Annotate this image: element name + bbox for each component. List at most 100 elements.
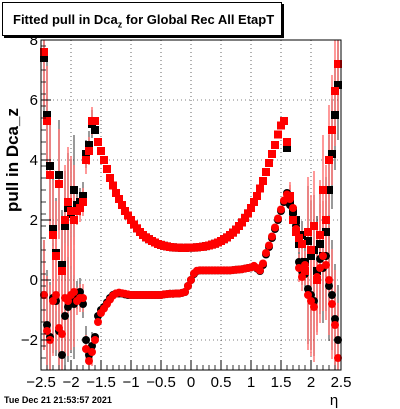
y-tick-label-2: 2 [30,212,38,229]
data-points [40,48,342,365]
point-square-s0-10 [70,186,78,194]
point-circle-s1-13 [79,300,87,308]
point-circle-s1-8 [64,303,72,311]
y-tick-label-3: 4 [30,152,38,169]
point-square-s2-13 [79,198,87,206]
point-square-s2-25 [115,195,123,203]
point-square-s2-77 [271,141,279,149]
point-circle-s3-48 [184,282,192,290]
point-circle-s3-83 [289,204,297,212]
point-circle-s1-1 [43,321,51,329]
point-circle-s3-79 [277,205,285,214]
point-square-s2-20 [100,156,108,164]
point-square-s2-14 [82,156,90,164]
point-square-s2-74 [262,168,270,176]
point-square-s2-8 [64,198,72,206]
point-circle-s3-5 [55,324,63,332]
point-circle-s3-1 [43,327,51,335]
point-square-s2-98 [334,60,342,68]
point-circle-s3-16 [88,348,96,356]
point-square-s0-88 [304,237,312,245]
point-square-s2-69 [247,204,255,212]
point-square-s2-6 [58,267,66,275]
point-circle-s1-6 [58,351,66,359]
point-square-s0-17 [91,126,99,134]
point-square-s2-1 [43,117,51,125]
point-square-s2-68 [244,209,252,218]
point-square-s0-89 [307,252,315,260]
point-circle-s3-8 [64,297,72,305]
chart-title: Fitted pull in Dcaz for Global Rec All E… [13,12,274,30]
point-square-s2-15 [85,147,93,155]
point-square-s2-83 [289,216,297,224]
point-square-s2-93 [319,186,327,194]
x-axis-label: η [330,392,338,409]
point-circle-s3-89 [307,297,315,305]
point-square-s0-96 [328,150,336,158]
point-square-s2-2 [46,171,54,179]
y-tick-label-1: 0 [30,272,38,289]
point-circle-s1-88 [304,285,312,293]
point-square-s2-70 [250,198,258,206]
x-tick-label-7: 1 [247,374,255,391]
point-circle-s1-95 [325,282,333,290]
point-square-s0-81 [283,144,291,152]
point-square-s2-27 [121,207,129,215]
point-square-s2-3 [49,231,57,239]
point-circle-s1-12 [76,288,84,296]
point-square-s2-9 [67,207,75,215]
point-circle-s3-0 [40,291,48,299]
point-circle-s3-49 [187,276,195,284]
point-circle-s3-92 [316,264,324,272]
point-square-s0-97 [331,111,339,119]
x-tick-label-5: 0 [187,374,195,391]
point-circle-s3-6 [58,330,66,338]
point-circle-s3-98 [334,354,342,362]
point-circle-s3-93 [319,252,327,260]
point-square-s2-88 [304,228,312,236]
point-circle-s3-82 [286,195,294,203]
point-circle-s3-47 [181,288,189,296]
point-square-s2-21 [103,165,111,173]
y-tick-label-4: 6 [30,92,38,109]
y-axis-label: pull in Dca_z [3,108,22,212]
axes: −2.5 −2 −1.5 −1 −0.5 0 0.5 1 1.5 2 2.5 −2 0 2 4 6 8 [21,32,352,391]
point-square-s2-73 [259,177,267,185]
point-circle-s3-4 [52,291,60,299]
point-square-s2-90 [310,222,318,230]
title-box: Fitted pull in Dcaz for Global Rec All E… [2,2,282,36]
point-square-s2-28 [124,211,132,220]
point-square-s2-85 [295,234,303,242]
point-square-s0-3 [49,225,57,233]
point-circle-s3-84 [292,225,300,233]
point-circle-s3-76 [268,232,276,241]
point-circle-s3-75 [265,241,273,250]
point-square-s0-98 [334,81,342,89]
x-tick-label-3: −1 [122,374,139,391]
point-square-s0-92 [316,240,324,248]
point-circle-s3-13 [79,294,87,302]
point-square-s2-71 [253,192,261,200]
point-square-s2-10 [70,216,78,224]
point-circle-s3-87 [301,261,309,269]
point-square-s0-94 [322,228,330,236]
point-circle-s3-77 [271,223,279,232]
point-circle-s1-96 [328,291,336,299]
point-square-s2-12 [76,204,84,212]
y-tick-label-0: −2 [21,332,38,349]
point-circle-s3-88 [304,291,312,299]
point-square-s2-17 [91,117,99,125]
point-square-s2-7 [61,216,69,224]
point-square-s0-13 [79,192,87,200]
point-circle-s3-91 [313,273,321,281]
point-square-s2-79 [277,121,285,130]
x-tick-label-0: −2.5 [26,374,56,391]
point-circle-s3-78 [274,214,282,223]
point-circle-s3-17 [91,336,99,344]
point-circle-s3-10 [70,288,78,296]
x-tick-label-1: −2 [62,374,79,391]
point-square-s2-23 [109,181,117,190]
point-square-s2-67 [241,213,249,222]
point-circle-s3-94 [322,261,330,269]
